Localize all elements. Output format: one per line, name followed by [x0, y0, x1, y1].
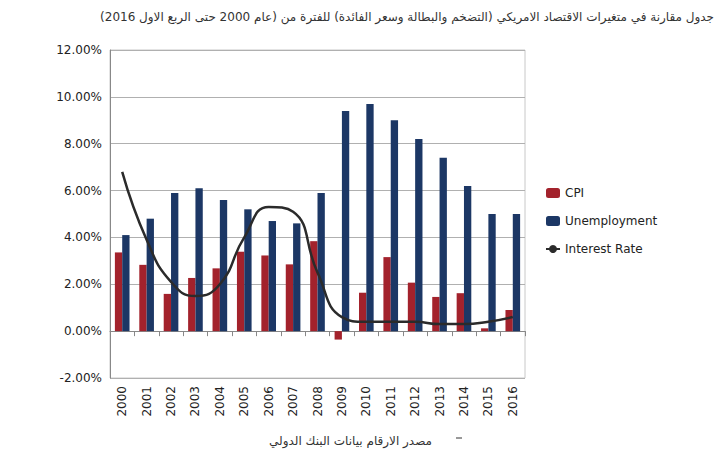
svg-text:2007: 2007	[286, 386, 300, 417]
svg-text:2015: 2015	[481, 386, 495, 417]
svg-text:-2.00%: -2.00%	[60, 371, 102, 385]
svg-text:2001: 2001	[140, 386, 154, 417]
svg-text:2012: 2012	[408, 386, 422, 417]
svg-text:2006: 2006	[262, 386, 276, 417]
svg-text:8.00%: 8.00%	[64, 137, 102, 151]
svg-text:CPI: CPI	[565, 186, 584, 200]
svg-text:2010: 2010	[359, 386, 373, 417]
svg-text:0.00%: 0.00%	[64, 324, 102, 338]
svg-text:6.00%: 6.00%	[64, 184, 102, 198]
svg-text:Interest Rate: Interest Rate	[565, 242, 643, 256]
svg-text:4.00%: 4.00%	[64, 230, 102, 244]
svg-text:2000: 2000	[115, 386, 129, 417]
svg-text:Unemployment: Unemployment	[565, 214, 658, 228]
svg-text:2013: 2013	[433, 386, 447, 417]
svg-text:2004: 2004	[213, 386, 227, 417]
svg-text:مصدر الارقام بيانات البنك الدو: مصدر الارقام بيانات البنك الدولي	[269, 434, 432, 449]
svg-text:2014: 2014	[457, 386, 471, 417]
svg-text:2003: 2003	[188, 386, 202, 417]
svg-text:10.00%: 10.00%	[56, 90, 102, 104]
svg-text:12.00%: 12.00%	[56, 43, 102, 57]
svg-text:2016: 2016	[506, 386, 520, 417]
svg-text:2002: 2002	[164, 386, 178, 417]
svg-text:جدول مقارنة في متغيرات الاقتصا: جدول مقارنة في متغيرات الاقتصاد الامريكي…	[100, 10, 714, 25]
svg-text:2009: 2009	[335, 386, 349, 417]
svg-text:2.00%: 2.00%	[64, 277, 102, 291]
svg-text:2005: 2005	[237, 386, 251, 417]
svg-text:2011: 2011	[384, 386, 398, 417]
svg-text:2008: 2008	[311, 386, 325, 417]
